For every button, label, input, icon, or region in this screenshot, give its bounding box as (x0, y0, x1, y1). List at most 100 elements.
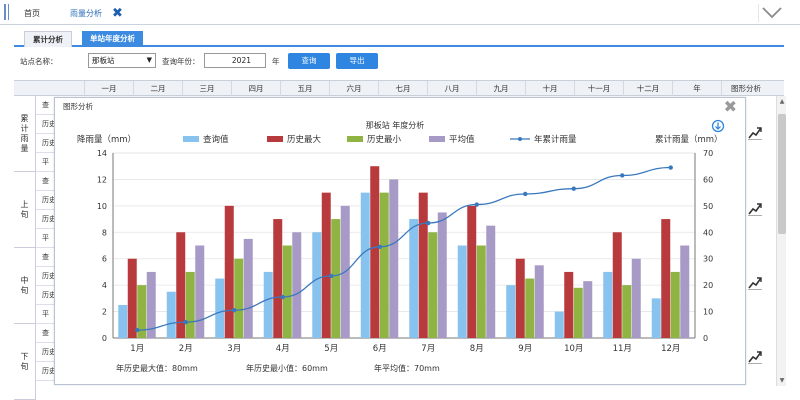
chevron-down-icon[interactable] (758, 4, 786, 22)
y2-tick-label: 60 (703, 175, 713, 184)
bar-3 (486, 225, 496, 338)
tab-close-icon[interactable]: ✖ (112, 6, 123, 21)
table-row-label: 历史 (36, 210, 62, 229)
bar-2 (670, 271, 680, 338)
table-row-label: 历史 (36, 134, 62, 153)
bar-2 (379, 192, 389, 338)
chart-analysis-icon[interactable] (748, 350, 762, 364)
x-tick-label: 4月 (276, 344, 290, 354)
row-group-char: 下 (20, 352, 29, 361)
station-select[interactable]: 那板站 ▼ (88, 53, 156, 68)
year-input[interactable]: 2021 (204, 53, 266, 68)
table-row-label: 历史 (36, 115, 62, 134)
x-tick-label: 12月 (661, 344, 680, 354)
column-header: 八月 (427, 81, 476, 96)
column-header: 七月 (378, 81, 427, 96)
query-button[interactable]: 查询 (288, 53, 330, 69)
scrollbar-thumb[interactable] (778, 114, 786, 234)
scroll-up-icon[interactable]: ▲ (779, 98, 785, 105)
cumulative-point (668, 165, 673, 170)
bar-1 (661, 219, 671, 338)
y-axis-label: 降雨量（mm） (77, 134, 136, 145)
bar-2 (282, 245, 292, 338)
bar-2 (525, 278, 535, 338)
chart-title: 那板站 年度分析 (366, 120, 425, 130)
cumulative-point (523, 191, 528, 197)
bar-0 (603, 271, 613, 338)
row-group-label: 上旬 (14, 172, 36, 248)
cumulative-point (280, 294, 285, 300)
bar-0 (506, 285, 516, 338)
table-row-label: 查 (36, 248, 62, 267)
legend-label: 查询值 (203, 134, 229, 145)
rainfall-chart: 0 2 4 6 8 10 12 14 0 10 20 30 40 50 60 70 那板站 年度分析降雨量（mm… (77, 119, 725, 354)
legend-line-marker (518, 137, 522, 141)
tab-home[interactable]: 首页 (24, 9, 40, 18)
chevron-down-icon: ▼ (146, 56, 152, 64)
vertical-scrollbar[interactable]: ▲ ▼ (776, 96, 786, 386)
annual-avg-stat: 年平均值：70mm (374, 364, 440, 373)
y-tick-label: 2 (102, 308, 107, 317)
row-group-char: 雨 (20, 134, 29, 143)
cumulative-point (377, 244, 382, 250)
sidebar-toggle-handle[interactable] (4, 4, 9, 20)
row-group-label: 中旬 (14, 248, 36, 324)
cumulative-point (620, 173, 625, 178)
x-tick-label: 1月 (130, 344, 144, 354)
row-group-char: 计 (20, 124, 29, 133)
bar-2 (137, 285, 147, 338)
filter-bar: 站点名称： 那板站 ▼ 查询年份： 2021 年 查询 导出 (14, 50, 784, 72)
x-tick-label: 11月 (613, 344, 632, 354)
row-group-char: 旬 (20, 286, 29, 295)
column-header: 九月 (476, 81, 525, 96)
table-row-label: 历史 (36, 362, 62, 381)
bar-2 (331, 219, 341, 338)
bar-1 (127, 258, 137, 338)
bar-0 (360, 192, 370, 338)
bar-1 (418, 192, 428, 338)
bar-2 (185, 271, 195, 338)
bar-2 (476, 245, 486, 338)
table-row-label: 平 (36, 153, 62, 172)
y-tick-label: 4 (102, 281, 107, 290)
close-icon[interactable]: ✖ (723, 97, 737, 116)
annual-min-stat: 年历史最小值：60mm (246, 364, 328, 373)
bar-2 (573, 287, 583, 338)
row-group-label: 下旬 (14, 324, 36, 400)
scroll-down-icon[interactable]: ▼ (779, 377, 785, 384)
bar-1 (224, 205, 234, 338)
year-label: 查询年份： (162, 57, 200, 66)
chart-analysis-icon[interactable] (748, 276, 762, 290)
cumulative-point (135, 327, 140, 333)
subtab-single-station-year[interactable]: 单站年度分析 (82, 31, 143, 47)
x-tick-label: 9月 (518, 344, 532, 354)
row-group-label: 累计雨量 (14, 96, 36, 172)
export-button[interactable]: 导出 (336, 53, 378, 69)
download-icon (711, 119, 725, 133)
x-tick-label: 10月 (564, 344, 583, 354)
bar-1 (176, 232, 186, 338)
bar-3 (583, 281, 593, 338)
table-row-label: 平 (36, 305, 62, 324)
legend-label: 历史最大 (287, 134, 322, 145)
cumulative-point (232, 308, 237, 313)
chart-popup: 图形分析 ✖ 0 2 4 6 8 10 12 14 0 10 20 30 40 50 60 70 那板站 年度分… (54, 97, 746, 385)
bar-3 (389, 179, 399, 338)
subtab-cumulative[interactable]: 累计分析 (24, 31, 72, 47)
y2-tick-label: 30 (703, 255, 713, 264)
x-tick-label: 2月 (179, 344, 193, 354)
chart-analysis-icon[interactable] (748, 202, 762, 216)
table-header: 一月 二月 三月 四月 五月 六月 七月 八月 九月 十月 十一月 十二月年图形分析 (14, 80, 784, 96)
legend-label: 历史最小 (367, 134, 402, 145)
legend-label: 平均值 (449, 134, 475, 145)
row-group-char: 累 (20, 114, 29, 123)
y-tick-label: 14 (97, 149, 107, 158)
station-select-value: 那板站 (92, 56, 115, 65)
bar-3 (195, 245, 205, 338)
tab-rain-analysis[interactable]: 雨量分析 (70, 9, 102, 18)
chart-analysis-icon[interactable] (748, 126, 762, 140)
popup-title: 图形分析 (63, 102, 93, 111)
x-tick-label: 3月 (227, 344, 241, 354)
legend-swatch (429, 136, 445, 142)
row-group-char: 旬 (20, 362, 29, 371)
